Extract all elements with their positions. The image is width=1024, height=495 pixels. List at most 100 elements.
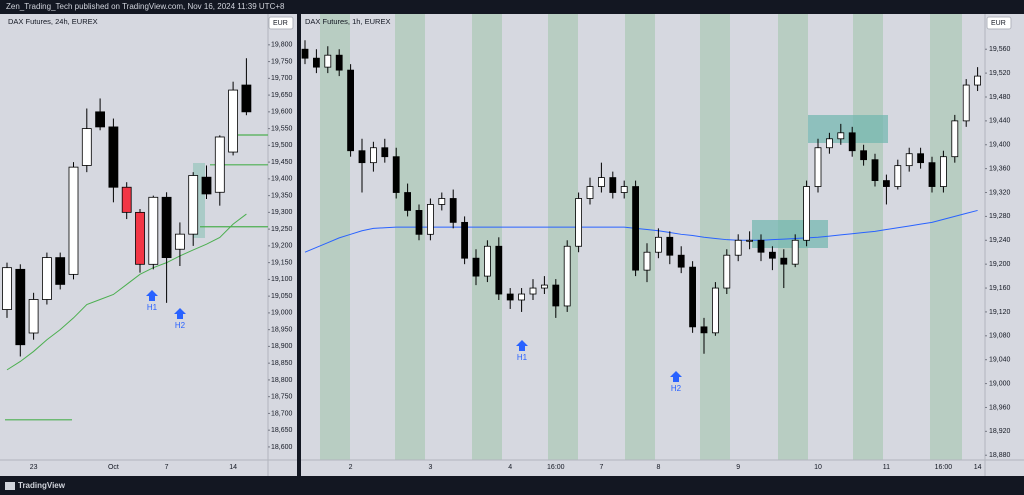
x-tick-label: 16:00 — [547, 464, 565, 471]
candle-body — [951, 120, 959, 158]
candle-body — [148, 196, 159, 265]
y-tick-label: 18,800 — [271, 377, 293, 384]
candle-body — [848, 132, 856, 152]
x-tick-label: 16:00 — [935, 464, 953, 471]
y-tick-label: 18,750 — [271, 394, 293, 401]
chart-title: DAX Futures, 1h, EUREX — [305, 17, 390, 26]
x-tick-label: 3 — [428, 464, 432, 471]
candle-body — [814, 147, 822, 187]
moving-average — [6, 213, 247, 371]
candle-body — [586, 186, 594, 199]
candle-body — [734, 239, 742, 256]
y-tick-label: 19,500 — [271, 142, 293, 149]
candle-body — [483, 245, 491, 277]
currency: EUR — [273, 20, 288, 27]
annotation: H1 — [147, 303, 158, 312]
arrow-icon — [146, 290, 158, 301]
candle-body — [15, 268, 26, 346]
x-tick-label: Oct — [108, 464, 119, 471]
y-tick-label: 19,550 — [271, 125, 293, 132]
x-tick-label: 11 — [883, 464, 890, 471]
candle-body — [404, 192, 412, 211]
candle-body — [632, 186, 639, 271]
candle-body — [791, 239, 799, 265]
candle-body — [381, 147, 389, 158]
brand-logo — [5, 482, 15, 490]
y-tick-label: 19,050 — [271, 293, 293, 300]
x-tick-label: 10 — [814, 464, 822, 471]
candle-body — [449, 198, 457, 223]
candle-body — [541, 284, 548, 289]
candle-body — [552, 284, 560, 307]
zone-box — [808, 115, 888, 143]
candle-body — [769, 251, 776, 259]
candle-body — [2, 267, 12, 310]
y-tick-label: 19,040 — [989, 357, 1011, 364]
y-tick-label: 19,000 — [989, 380, 1011, 387]
candle-body — [392, 156, 400, 193]
candle-body — [312, 57, 320, 68]
candle-body — [81, 128, 92, 166]
candle-body — [575, 198, 582, 247]
y-tick-label: 19,080 — [989, 333, 1011, 340]
publisher: Zen_Trading_Tech published on TradingVie… — [6, 2, 285, 11]
candle-body — [598, 177, 605, 187]
y-tick-label: 19,700 — [271, 75, 293, 82]
y-tick-label: 19,150 — [271, 259, 293, 266]
candle-body — [174, 233, 185, 250]
candle-body — [655, 236, 662, 253]
candle-body — [495, 245, 503, 295]
candle-body — [860, 150, 867, 161]
candle-body — [121, 186, 132, 213]
candle-body — [426, 204, 434, 235]
y-tick-label: 19,160 — [989, 285, 1011, 292]
candle-body — [928, 162, 936, 187]
candle-body — [108, 126, 119, 188]
y-tick-label: 19,450 — [271, 159, 293, 166]
y-tick-label: 19,600 — [271, 109, 293, 116]
candle-body — [837, 132, 845, 140]
candle-body — [135, 211, 145, 265]
candle-body — [214, 136, 225, 193]
candle-body — [826, 138, 833, 149]
candle-body — [894, 165, 902, 187]
candle-body — [369, 147, 377, 164]
zone-box — [752, 220, 828, 248]
candle-body — [188, 175, 199, 235]
candle-body — [643, 251, 651, 271]
candle-body — [347, 69, 355, 152]
y-tick-label: 19,350 — [271, 192, 293, 199]
arrow-icon — [670, 371, 682, 382]
y-tick-label: 19,280 — [989, 213, 1011, 220]
y-tick-label: 19,560 — [989, 46, 1011, 53]
y-tick-label: 19,200 — [989, 261, 1011, 268]
footer-bar — [0, 477, 1024, 495]
candle-body — [677, 254, 685, 268]
y-tick-label: 18,960 — [989, 404, 1011, 411]
candle-body — [241, 84, 252, 113]
candle-body — [301, 48, 309, 59]
candle-body — [324, 54, 332, 68]
x-tick-label: 8 — [656, 464, 660, 471]
candle-body — [746, 239, 753, 242]
candle-body — [28, 299, 39, 334]
candle-body — [905, 153, 913, 167]
y-tick-label: 18,600 — [271, 444, 293, 451]
chart-title: DAX Futures, 24h, EUREX — [8, 17, 98, 26]
brand: TradingView — [18, 481, 66, 490]
candle-body — [518, 293, 525, 301]
y-tick-label: 19,520 — [989, 70, 1011, 77]
y-tick-label: 19,100 — [271, 276, 293, 283]
y-tick-label: 19,300 — [271, 209, 293, 216]
candle-body — [335, 54, 343, 71]
candle-body — [700, 326, 708, 334]
y-tick-label: 18,650 — [271, 427, 293, 434]
candle-body — [201, 176, 212, 195]
candle-body — [666, 236, 674, 256]
y-tick-label: 18,950 — [271, 326, 293, 333]
arrow-icon — [516, 340, 528, 351]
x-tick-label: 4 — [508, 464, 512, 471]
arrow-icon — [174, 308, 186, 319]
